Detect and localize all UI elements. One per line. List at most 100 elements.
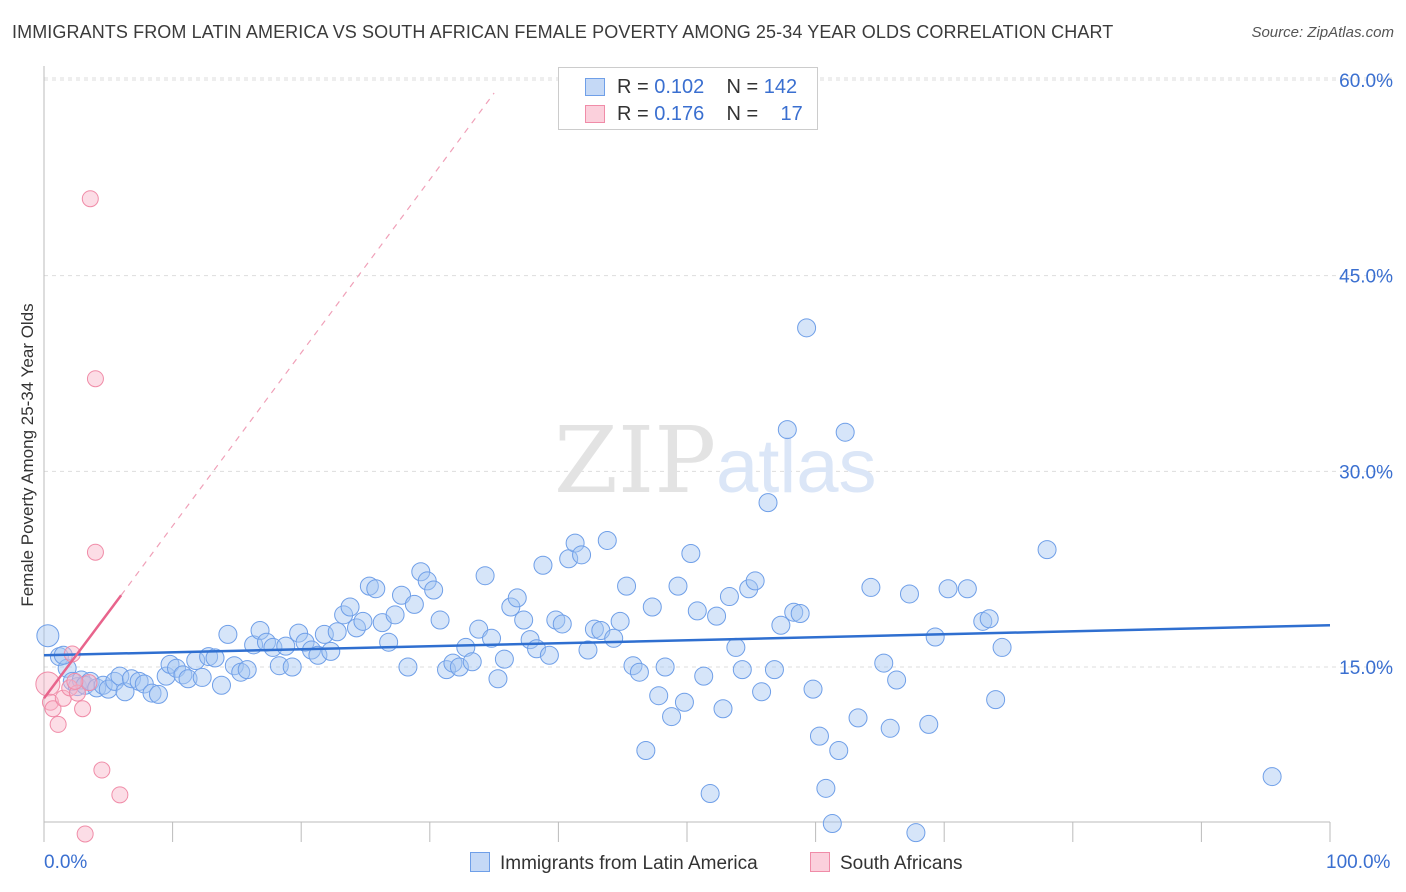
immigrants-point <box>334 605 354 625</box>
immigrants-point <box>694 666 714 686</box>
immigrants-point <box>784 602 804 622</box>
immigrants-point <box>178 669 198 689</box>
y-tick-label: 30.0% <box>1339 462 1393 483</box>
immigrants-point <box>552 614 572 634</box>
immigrants-point <box>642 597 662 617</box>
immigrants-point <box>687 601 707 621</box>
immigrants-point <box>514 610 534 630</box>
immigrants-point <box>398 657 418 677</box>
gridlines <box>44 77 1395 668</box>
legend-n-label: N = <box>726 103 759 125</box>
immigrants-point <box>745 571 765 591</box>
x-tick-label-min: 0.0% <box>44 852 88 873</box>
immigrants-point <box>835 422 855 442</box>
correlation-legend: R = 0.102 N = 142 R = 0.176 N = 17 <box>558 67 818 130</box>
south-africans-point <box>86 543 104 561</box>
legend-swatch-south-africans <box>585 105 605 123</box>
immigrants-point <box>565 533 585 553</box>
legend-swatch-immigrants <box>470 852 490 872</box>
immigrants-point <box>829 740 849 760</box>
immigrants-point <box>353 611 373 631</box>
immigrants-point <box>572 545 592 565</box>
immigrants-point <box>752 682 772 702</box>
immigrants-point <box>662 707 682 727</box>
immigrants-point <box>899 584 919 604</box>
immigrants-point <box>816 778 836 798</box>
watermark: ZIP atlas <box>554 407 877 514</box>
immigrants-point <box>110 666 130 686</box>
immigrants-point <box>121 669 141 689</box>
immigrants-point <box>218 624 238 644</box>
immigrants-point <box>822 814 842 834</box>
immigrants-point <box>957 579 977 599</box>
immigrants-point <box>887 670 907 690</box>
y-tick-label: 60.0% <box>1339 71 1393 92</box>
immigrants-point <box>668 576 688 596</box>
south-africans-point <box>49 715 67 733</box>
immigrants-point <box>584 619 604 639</box>
immigrants-point <box>366 579 386 599</box>
immigrants-point <box>449 657 469 677</box>
watermark-atlas: atlas <box>716 424 877 509</box>
legend-r-value: 0.102 <box>654 76 705 98</box>
immigrants-point <box>1037 540 1057 560</box>
immigrants-point <box>142 683 162 703</box>
immigrants-point <box>636 740 656 760</box>
south-africans-point <box>93 761 111 779</box>
south-africans-trend-extension <box>120 92 495 596</box>
immigrants-point <box>986 690 1006 710</box>
immigrants-point <box>771 615 791 635</box>
trend-lines <box>42 92 1331 700</box>
immigrants-point <box>475 566 495 586</box>
immigrants-point <box>803 679 823 699</box>
immigrants-point <box>629 662 649 682</box>
immigrants-point <box>148 684 168 704</box>
legend-n-label: N = <box>726 76 759 98</box>
immigrants-point <box>925 627 945 647</box>
immigrants-point <box>777 420 797 440</box>
immigrants-point <box>482 628 502 648</box>
axes <box>43 66 1331 842</box>
immigrants-point <box>848 708 868 728</box>
immigrants-point <box>707 606 727 626</box>
immigrants-point <box>430 610 450 630</box>
chart-title: IMMIGRANTS FROM LATIN AMERICA VS SOUTH A… <box>12 22 1114 42</box>
immigrants-point <box>192 667 212 687</box>
south-africans-point <box>44 700 62 718</box>
immigrants-point <box>790 604 810 624</box>
south-africans-point <box>76 825 94 843</box>
immigrants-point <box>597 530 617 550</box>
immigrants-point <box>295 632 315 652</box>
immigrants-point <box>726 637 746 657</box>
legend-item-immigrants: Immigrants from Latin America <box>470 852 758 875</box>
immigrants-point <box>98 679 118 699</box>
immigrants-point <box>938 579 958 599</box>
immigrants-point <box>906 823 926 843</box>
legend-r-label: R = <box>617 103 649 125</box>
immigrants-point <box>156 666 176 686</box>
immigrants-point <box>861 577 881 597</box>
immigrants-point <box>456 637 476 657</box>
south-africans-point <box>111 786 129 804</box>
immigrants-point <box>129 671 149 691</box>
immigrants-point <box>539 645 559 665</box>
immigrants-point <box>649 686 669 706</box>
immigrants-point <box>533 555 553 575</box>
immigrants-point <box>494 649 514 669</box>
south-africans-point <box>81 190 99 208</box>
immigrants-point <box>797 318 817 338</box>
immigrants-point <box>340 597 360 617</box>
immigrants-point <box>404 594 424 614</box>
legend-n-value: 142 <box>763 76 798 98</box>
immigrants-point <box>674 692 694 712</box>
immigrants-point <box>250 620 270 640</box>
immigrants-point <box>764 660 784 680</box>
immigrants-point <box>992 637 1012 657</box>
legend-label-immigrants: Immigrants from Latin America <box>500 853 758 874</box>
immigrants-point <box>469 619 489 639</box>
immigrants-point <box>739 579 759 599</box>
south-africans-trend-line <box>42 594 123 700</box>
immigrants-point <box>173 665 193 685</box>
immigrants-point <box>610 611 630 631</box>
immigrants-point <box>308 645 328 665</box>
